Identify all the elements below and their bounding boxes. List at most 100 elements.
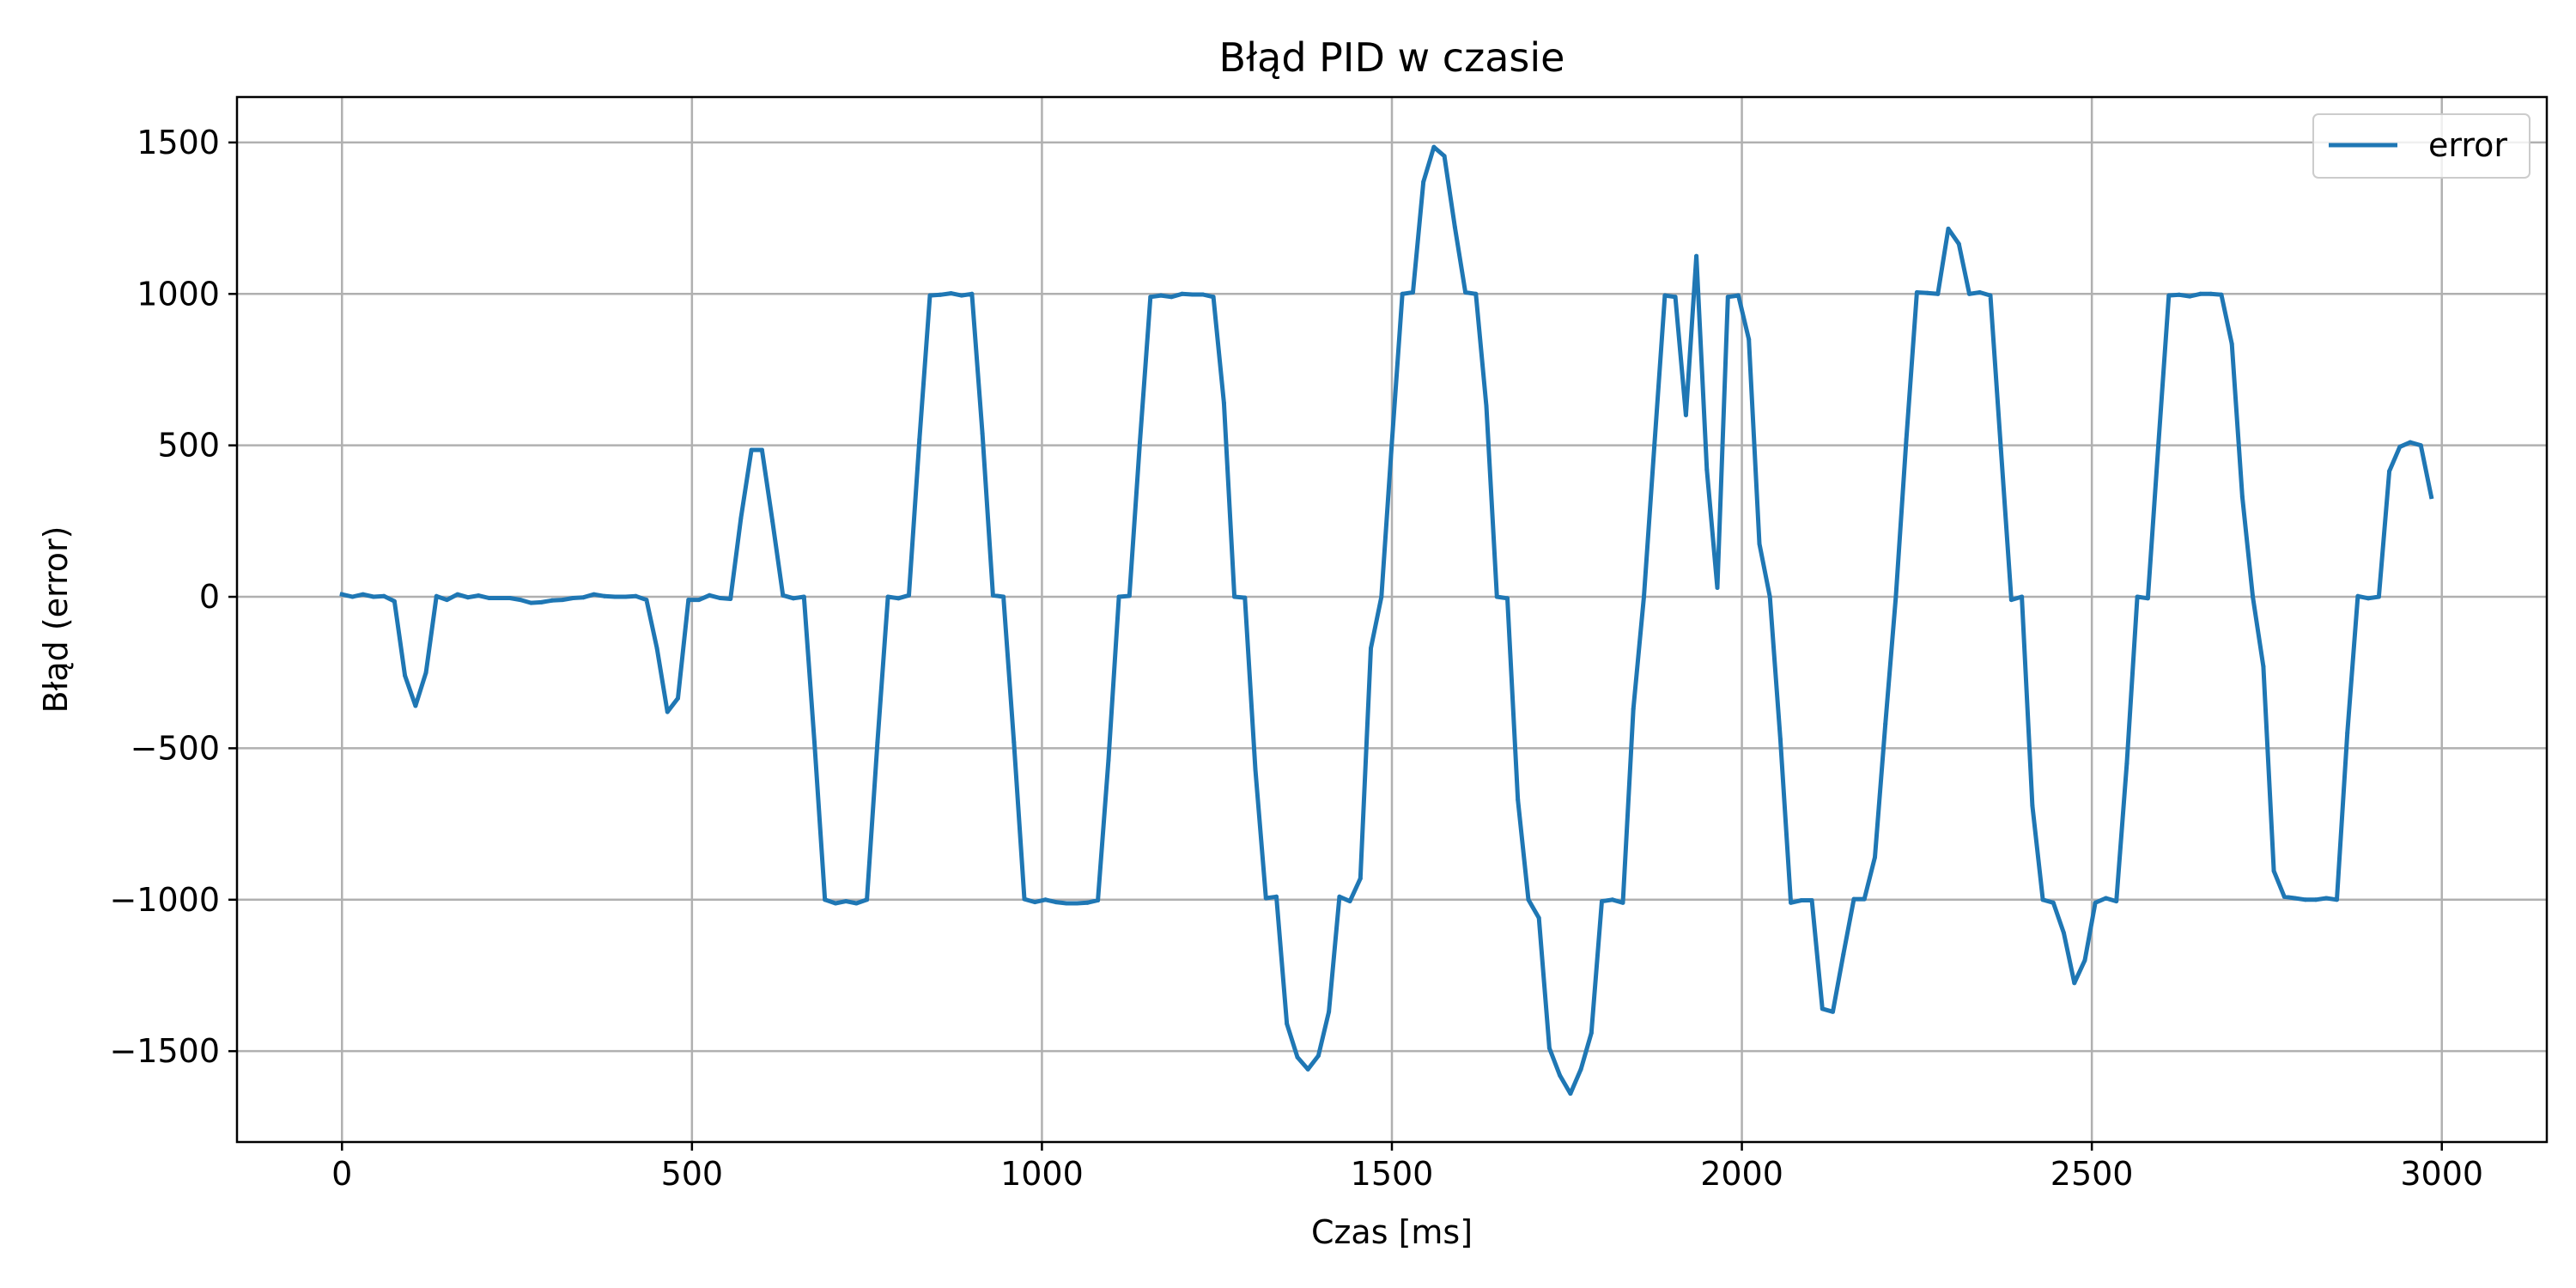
data-point: [1138, 440, 1142, 445]
data-point: [2198, 291, 2202, 296]
data-point: [570, 596, 575, 600]
data-point: [1694, 253, 1699, 258]
data-point: [2008, 598, 2014, 603]
data-point: [885, 594, 890, 599]
data-point: [1914, 290, 1919, 295]
x-tick-label: 3000: [2400, 1155, 2483, 1193]
data-point: [1558, 1072, 1563, 1078]
data-point: [823, 897, 828, 902]
data-point: [1169, 295, 1174, 300]
data-point: [812, 739, 817, 744]
data-point: [1064, 901, 1069, 906]
data-point: [1379, 594, 1384, 599]
data-point: [1347, 899, 1352, 904]
data-point: [2271, 868, 2276, 873]
data-point: [371, 594, 376, 599]
legend-box: [2312, 113, 2530, 179]
data-point: [2229, 342, 2234, 346]
data-point: [381, 593, 386, 598]
data-point: [2397, 444, 2403, 449]
data-point: [465, 595, 471, 600]
data-point: [1820, 1006, 1825, 1012]
data-point: [854, 901, 859, 906]
data-point: [1536, 915, 1541, 920]
data-point: [738, 515, 744, 520]
data-point: [696, 598, 702, 603]
data-point: [770, 519, 775, 524]
legend-label-error: error: [2428, 126, 2507, 164]
data-point: [1369, 646, 1373, 651]
data-point: [1736, 293, 1741, 298]
data-point: [1127, 593, 1132, 598]
data-point: [1757, 541, 1762, 546]
y-tick-label: −1500: [109, 1032, 220, 1070]
data-point: [1116, 594, 1121, 599]
data-point: [907, 592, 911, 598]
data-point: [1452, 225, 1457, 230]
data-point: [1747, 337, 1752, 342]
data-point: [781, 592, 786, 598]
data-point: [339, 592, 344, 597]
data-point: [2040, 897, 2045, 902]
data-point: [1084, 900, 1090, 905]
chart-title: Błąd PID w czasie: [1219, 34, 1565, 81]
data-point: [980, 431, 985, 436]
data-point: [728, 597, 733, 601]
data-point: [581, 595, 586, 600]
data-point: [1578, 1066, 1583, 1072]
data-point: [2324, 896, 2329, 901]
data-point: [1043, 897, 1048, 902]
data-point: [487, 596, 491, 600]
data-point: [1683, 412, 1688, 417]
data-point: [1054, 900, 1059, 905]
data-point: [1389, 440, 1394, 445]
data-point: [1725, 295, 1730, 300]
x-axis-label: Czas [ms]: [1311, 1213, 1473, 1251]
data-point: [1032, 900, 1037, 905]
data-point: [634, 593, 639, 598]
data-point: [528, 600, 533, 605]
data-point: [1568, 1091, 1573, 1097]
data-point: [1221, 400, 1226, 405]
data-point: [1777, 737, 1783, 742]
data-point: [927, 293, 933, 298]
data-point: [2114, 899, 2119, 904]
data-point: [843, 899, 848, 904]
data-point: [1232, 594, 1237, 599]
x-ticks: 0 500 1000 1500 2000 2500 3000: [331, 1142, 2483, 1193]
data-point: [759, 447, 764, 453]
data-point: [1421, 179, 1426, 185]
data-point: [2124, 761, 2129, 766]
data-point: [2156, 443, 2161, 448]
data-point: [718, 596, 722, 600]
data-point: [1305, 1066, 1310, 1072]
x-tick-label: 500: [661, 1155, 724, 1193]
data-point: [949, 291, 953, 296]
data-point: [423, 670, 428, 675]
data-point: [1673, 295, 1678, 300]
data-point: [2239, 495, 2245, 500]
data-point: [2187, 294, 2192, 299]
data-point: [1883, 721, 1888, 726]
data-point: [560, 598, 565, 603]
data-point: [455, 592, 460, 597]
data-point: [1546, 1046, 1552, 1051]
data-point: [2208, 291, 2214, 296]
data-point: [1358, 876, 1363, 881]
y-tick-label: −1000: [109, 881, 220, 919]
data-point: [644, 598, 649, 603]
data-point: [896, 596, 901, 601]
data-point: [791, 596, 796, 601]
data-point: [665, 709, 670, 714]
data-point: [602, 593, 607, 598]
data-point: [2313, 897, 2318, 902]
data-point: [1704, 467, 1710, 472]
y-tick-label: 1000: [137, 275, 220, 313]
data-point: [1242, 595, 1248, 600]
data-point: [2166, 293, 2172, 298]
x-tick-label: 0: [331, 1155, 352, 1193]
data-point: [1473, 291, 1479, 296]
data-point: [1946, 226, 1951, 231]
data-point: [1873, 854, 1877, 860]
